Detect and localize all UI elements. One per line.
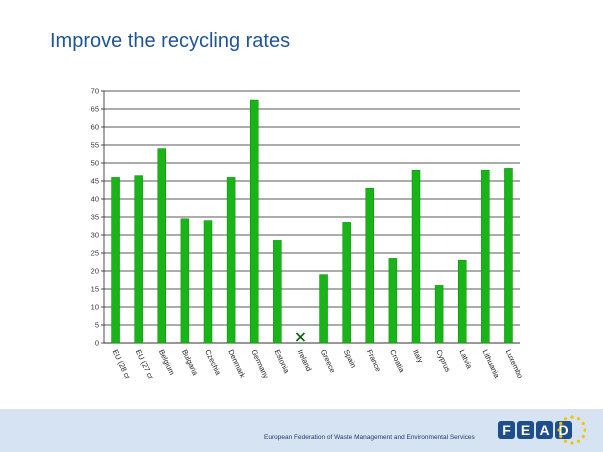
y-tick-label: 65 (91, 105, 99, 114)
x-tick-label: Denmark (226, 348, 247, 380)
x-tick-label: Spain (342, 348, 358, 369)
y-tick-label: 45 (91, 177, 99, 186)
chart-gridlines (104, 90, 520, 344)
svg-text:A: A (539, 422, 549, 438)
eu-stars-logo-icon (557, 415, 586, 445)
bar (203, 220, 213, 344)
logo-letter-tile: A (536, 421, 553, 439)
x-tick-label: Ireland (296, 348, 314, 373)
svg-text:E: E (521, 422, 530, 438)
x-tick-label: EU (27 cr (134, 348, 156, 381)
x-tick-label: Germany (249, 348, 270, 380)
logo-star (557, 428, 561, 432)
bar (134, 175, 143, 344)
bar (319, 274, 328, 344)
y-tick-label: 25 (91, 249, 99, 258)
x-tick-label: Luxembo (504, 348, 525, 380)
y-tick-label: 70 (91, 87, 99, 96)
bar (180, 218, 190, 344)
bar (111, 177, 120, 344)
bar (157, 148, 167, 344)
y-tick-label: 10 (91, 303, 99, 312)
x-tick-label: EU (28 cr (111, 348, 133, 381)
x-tick-label: Lithuania (481, 348, 502, 380)
logo-star (576, 439, 581, 443)
logo-letter-tile: E (517, 421, 534, 439)
y-tick-label: 35 (91, 213, 99, 222)
x-tick-label: Latvia (457, 348, 474, 371)
slide-title: Improve the recycling rates (50, 30, 291, 52)
logo-star (570, 441, 574, 445)
bar (365, 187, 375, 344)
y-tick-label: 50 (91, 159, 99, 168)
x-tick-label: Belgium (157, 348, 177, 376)
x-tick-label: Italy (411, 348, 425, 364)
logo-star (559, 421, 563, 426)
bar (226, 177, 236, 344)
logo-letter-tile: F (498, 421, 515, 439)
svg-text:D: D (558, 422, 568, 438)
y-tick-label: 5 (95, 321, 99, 330)
bar (504, 168, 513, 344)
y-tick-label: 0 (95, 339, 99, 348)
bar (457, 259, 467, 344)
bar (342, 222, 351, 344)
y-tick-label: 40 (91, 195, 99, 204)
y-tick-label: 60 (91, 123, 99, 132)
y-tick-label: 15 (91, 285, 99, 294)
x-tick-label: France (365, 348, 383, 373)
bar (273, 240, 282, 344)
y-tick-label: 20 (91, 267, 99, 276)
logo-star (583, 428, 586, 432)
bar (249, 99, 259, 344)
logo-star (570, 415, 574, 419)
logo-star (581, 434, 585, 439)
x-tick-label: Greece (319, 348, 338, 374)
bar (434, 285, 444, 344)
chart-axes (101, 90, 520, 344)
bar (411, 169, 421, 344)
x-tick-label: Estonia (273, 348, 292, 375)
y-tick-label: 30 (91, 231, 99, 240)
svg-text:F: F (502, 422, 511, 438)
x-tick-label: Croatia (388, 348, 407, 374)
x-tick-label: Bulgaria (180, 348, 200, 377)
y-tick-label: 55 (91, 141, 99, 150)
logo-star (581, 421, 585, 426)
logo-star (559, 434, 563, 439)
logo-star (576, 417, 581, 421)
missing-value-marker (295, 332, 306, 342)
logo-letter-tile: D (555, 421, 572, 439)
logo-star (563, 439, 568, 443)
bar (388, 258, 398, 344)
chart-bars (111, 99, 513, 344)
x-tick-label: Czechia (203, 348, 223, 377)
recycling-rate-bar-chart: 0 5 10 15 20 25 30 35 40 45 50 55 60 65 70 EU (28 cr EU … (91, 87, 525, 382)
x-tick-label: Cyprus (434, 348, 452, 374)
logo-star (563, 417, 568, 421)
footer-text: European Federation of Waste Management … (264, 434, 475, 441)
bar (481, 169, 490, 344)
